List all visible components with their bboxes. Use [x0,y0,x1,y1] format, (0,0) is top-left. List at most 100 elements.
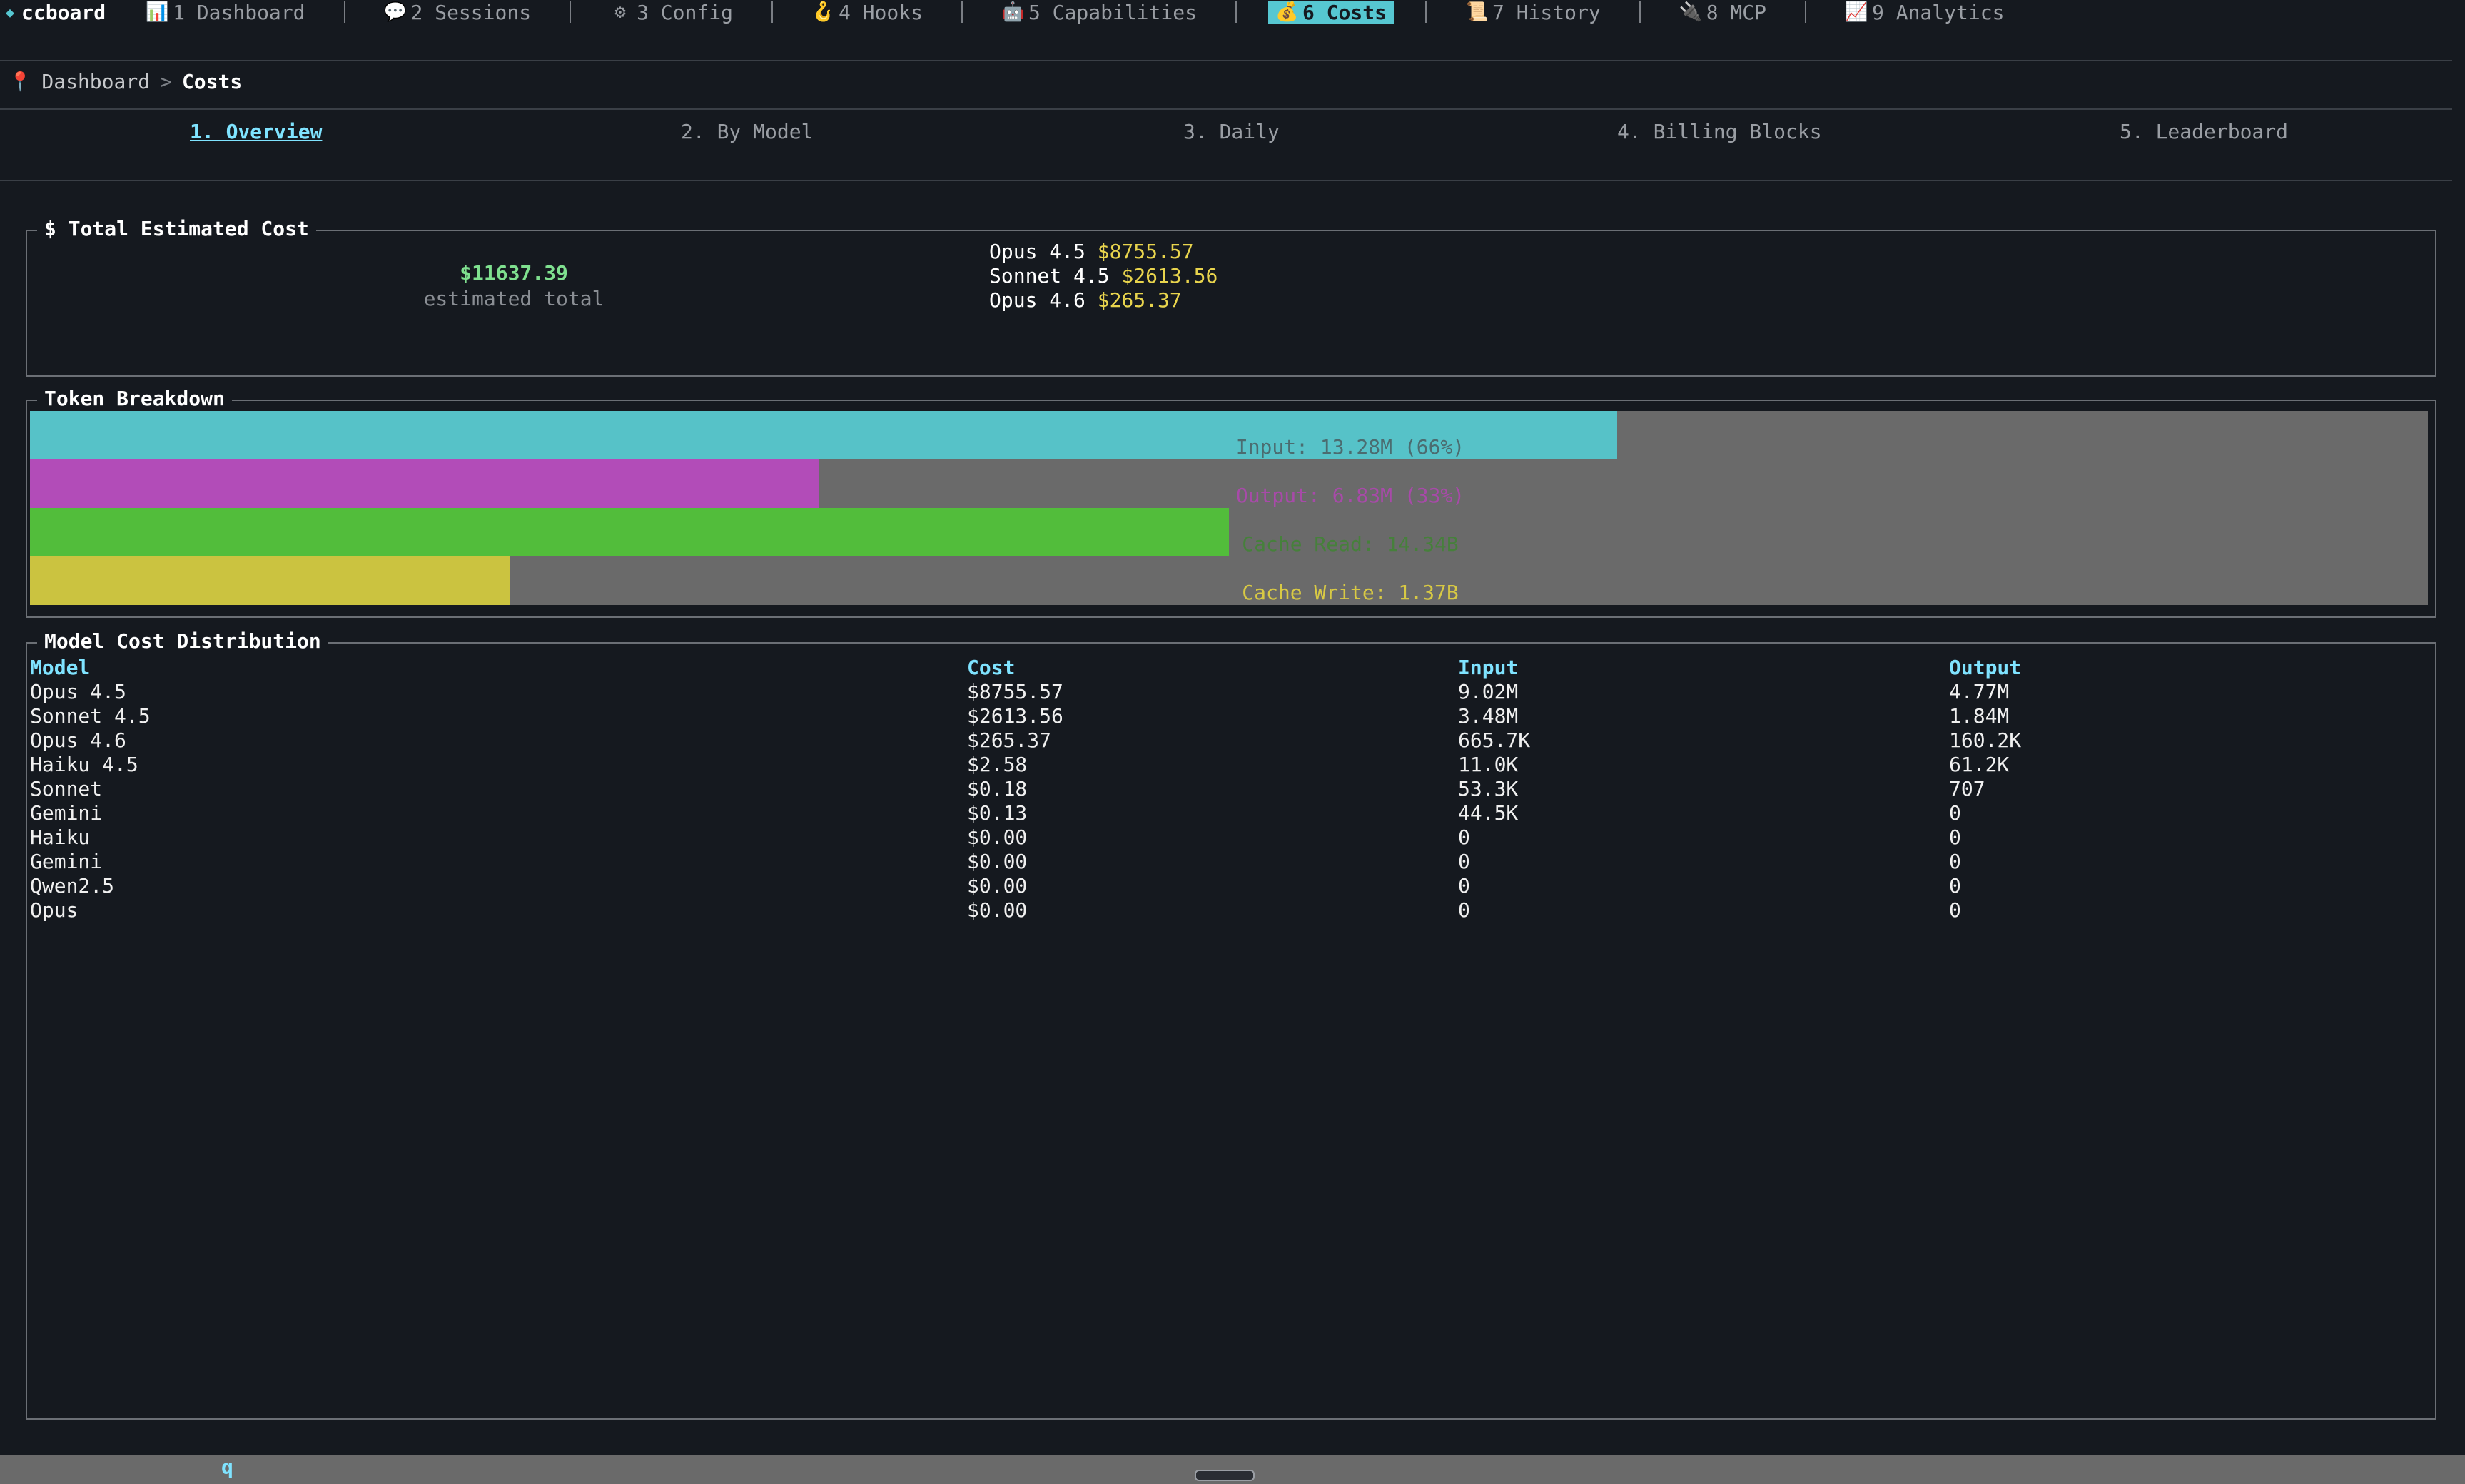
panel-title: Model Cost Distribution [37,629,328,654]
model-cost-table: Model Cost Input Output Opus 4.5 $8755.5… [30,655,2163,922]
list-item: Opus 4.6 $265.37 [989,288,1218,312]
cell-cost: $0.13 [967,801,1028,825]
token-bar-input: Input: 13.28M (66%) [30,411,2428,459]
cell-input: 0 [1458,849,1470,873]
tab-sessions[interactable]: 💬 2 Sessions [377,1,539,24]
cell-output: 0 [1949,849,1961,873]
panel-title: Token Breakdown [37,387,232,411]
tab-capabilities[interactable]: 🤖 5 Capabilities [994,1,1204,24]
bar-fill [30,459,819,508]
diamond-icon: ◆ [6,4,15,21]
tab-label: 1 Dashboard [173,0,305,24]
cell-model: Opus [30,898,79,922]
tab-hooks[interactable]: 🪝 4 Hooks [804,1,930,24]
cell-model: Gemini [30,849,103,873]
resize-handle[interactable] [1195,1470,1255,1481]
model-name: Opus 4.6 [989,288,1085,312]
tab-label: 4 Hooks [838,0,923,24]
column-header-cost: Cost [967,655,1016,679]
total-cost-panel: $ Total Estimated Cost [26,217,2436,377]
scroll-icon: 📜 [1464,1,1489,23]
cell-cost: $0.00 [967,898,1028,922]
subtab-leaderboard[interactable]: 5. Leaderboard [2120,120,2289,143]
cell-output: 61.2K [1949,752,2010,776]
app-name: ccboard [21,0,106,24]
bar-fill [30,411,1618,459]
model-cost: $8755.57 [1097,240,1194,263]
tab-dashboard[interactable]: 📊 1 Dashboard [138,1,312,24]
cell-output: 0 [1949,801,1961,825]
token-bar-cache-write: Cache Write: 1.37B [30,556,2428,605]
cell-input: 11.0K [1458,752,1519,776]
tab-label: 2 Sessions [410,0,532,24]
tab-costs[interactable]: 💰 6 Costs [1267,1,1394,24]
model-cost-list: Opus 4.5 $8755.57 Sonnet 4.5 $2613.56 Op… [989,240,1218,312]
cell-output: 0 [1949,825,1961,849]
table-row: Qwen2.5 $0.00 0 0 [30,873,2163,898]
subtab-overview[interactable]: 1. Overview [190,120,323,143]
cell-input: 44.5K [1458,801,1519,825]
model-cost: $2613.56 [1121,264,1218,288]
tab-history[interactable]: 📜 7 History [1458,1,1608,24]
table-row: Haiku $0.00 0 0 [30,825,2163,849]
line-chart-icon: 📈 [1845,1,1868,23]
model-cost: $265.37 [1097,288,1182,312]
breadcrumb-root[interactable]: Dashboard [41,70,151,93]
column-header-model: Model [30,655,91,679]
tab-config[interactable]: ⚙ 3 Config [602,1,740,24]
cell-input: 3.48M [1458,703,1519,728]
table-header: Model Cost Input Output [30,655,2163,679]
cell-model: Haiku 4.5 [30,752,138,776]
breadcrumb-current: Costs [181,70,243,93]
cell-cost: $0.00 [967,873,1028,898]
cell-output: 1.84M [1949,703,2010,728]
table-row: Sonnet 4.5 $2613.56 3.48M 1.84M [30,703,2163,728]
cell-output: 4.77M [1949,679,2010,703]
table-row: Sonnet $0.18 53.3K 707 [30,776,2163,801]
bar-label: Output: 6.83M (33%) [1235,484,1465,507]
subtab-daily[interactable]: 3. Daily [1183,120,1280,143]
tab-label: 9 Analytics [1872,0,2005,24]
cell-input: 9.02M [1458,679,1519,703]
bar-label: Cache Read: 14.34B [1242,532,1459,556]
cell-model: Gemini [30,801,103,825]
pin-icon: 📍 [9,71,32,93]
cell-cost: $2.58 [967,752,1028,776]
panel-title: $ Total Estimated Cost [37,217,316,241]
cell-cost: $0.18 [967,776,1028,801]
speech-bubble-icon: 💬 [383,1,407,23]
bar-label: Cache Write: 1.37B [1242,581,1459,604]
table-row: Gemini $0.00 0 0 [30,849,2163,873]
model-name: Sonnet 4.5 [989,264,1110,288]
tab-label: 7 History [1492,0,1601,24]
quit-key-hint[interactable]: q [221,1455,233,1479]
tab-analytics[interactable]: 📈 9 Analytics [1838,1,2011,24]
table-row: Opus 4.6 $265.37 665.7K 160.2K [30,728,2163,752]
subtab-billing-blocks[interactable]: 4. Billing Blocks [1617,120,1822,143]
tab-label: 5 Capabilities [1028,0,1197,24]
tab-mcp[interactable]: 🔌 8 MCP [1672,1,1773,24]
list-item: Sonnet 4.5 $2613.56 [989,264,1218,288]
cell-cost: $8755.57 [967,679,1063,703]
table-row: Opus $0.00 0 0 [30,898,2163,922]
robot-icon: 🤖 [1001,1,1025,23]
table-row: Gemini $0.13 44.5K 0 [30,801,2163,825]
tab-separator [1639,1,1641,23]
token-bar-output: Output: 6.83M (33%) [30,459,2428,508]
cell-input: 53.3K [1458,776,1519,801]
cell-cost: $265.37 [967,728,1052,752]
cell-input: 665.7K [1458,728,1531,752]
cell-model: Qwen2.5 [30,873,115,898]
column-header-input: Input [1458,655,1519,679]
tab-separator [343,1,345,23]
total-cost-subtitle: estimated total [423,287,604,310]
model-name: Opus 4.5 [989,240,1085,263]
cell-model: Sonnet [30,776,103,801]
divider [0,180,2452,181]
subtab-by-model[interactable]: 2. By Model [681,120,814,143]
breadcrumb-separator: > [160,70,172,93]
cell-input: 0 [1458,873,1470,898]
list-item: Opus 4.5 $8755.57 [989,240,1218,264]
hook-icon: 🪝 [811,1,835,23]
token-bar-cache-read: Cache Read: 14.34B [30,508,2428,556]
